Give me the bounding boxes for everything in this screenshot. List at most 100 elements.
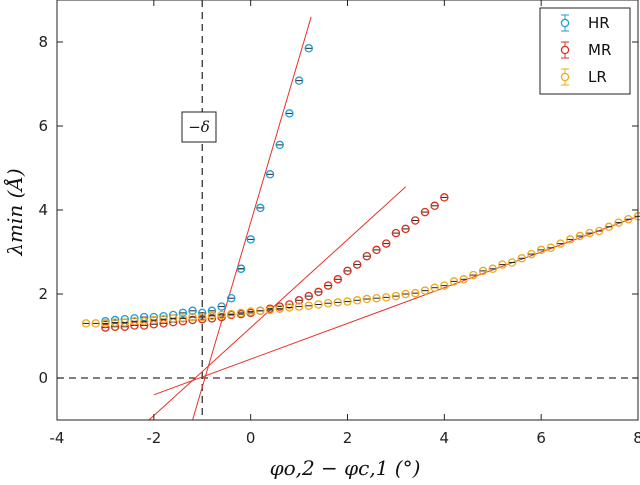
- data-point: [430, 283, 439, 292]
- data-point: [101, 319, 110, 328]
- data-point: [207, 311, 217, 321]
- data-point: [188, 306, 197, 316]
- data-point: [294, 302, 304, 311]
- data-point: [207, 314, 217, 323]
- data-point: [314, 287, 323, 297]
- legend-label: HR: [588, 14, 610, 32]
- data-point: [333, 298, 343, 307]
- data-point: [139, 317, 149, 326]
- data-point: [411, 216, 420, 225]
- data-point: [275, 140, 284, 150]
- data-point: [91, 319, 100, 328]
- data-point: [188, 315, 197, 325]
- data-point: [294, 296, 304, 305]
- data-point: [333, 275, 343, 284]
- legend-frame: [539, 7, 631, 95]
- data-point: [401, 289, 410, 299]
- data-point: [227, 309, 236, 319]
- data-point: [101, 323, 110, 332]
- data-point: [197, 308, 207, 318]
- legend-entry-hr: HR: [560, 14, 610, 32]
- data-point: [217, 302, 226, 311]
- x-tick-label: 4: [440, 429, 450, 447]
- tick-labels: -4 -2 0 2 4 6 8 0 2 4 6 8: [38, 33, 640, 447]
- data-point: [178, 317, 188, 326]
- data-point: [246, 235, 255, 244]
- data-point: [595, 226, 604, 236]
- data-point: [323, 281, 333, 290]
- y-axis-label: λmin (Å): [2, 168, 27, 256]
- data-point: [372, 245, 381, 255]
- data-point: [362, 251, 372, 261]
- data-point: [507, 258, 517, 267]
- data-point: [478, 266, 488, 276]
- data-point: [285, 300, 294, 309]
- data-point: [565, 235, 575, 244]
- legend-label: LR: [588, 68, 607, 86]
- x-tick-label: 2: [343, 429, 353, 447]
- data-point: [585, 228, 594, 238]
- data-point: [139, 312, 149, 322]
- data-point: [110, 318, 120, 327]
- data-point: [139, 321, 149, 330]
- data-point: [420, 207, 430, 217]
- data-point: [149, 315, 159, 325]
- data-point: [391, 228, 401, 238]
- data-point: [168, 314, 178, 323]
- data-point: [469, 270, 478, 280]
- data-point: [236, 308, 246, 318]
- data-point: [265, 305, 275, 315]
- data-point: [130, 321, 139, 330]
- data-point: [381, 293, 391, 302]
- series-mr: [101, 193, 449, 332]
- y-tick-label: 0: [38, 369, 48, 387]
- x-tick-label: 6: [536, 429, 546, 447]
- data-point: [381, 239, 391, 248]
- data-point: [517, 254, 527, 263]
- data-point: [430, 201, 439, 211]
- data-point: [256, 203, 265, 213]
- data-point: [459, 275, 468, 284]
- data-point: [352, 296, 362, 305]
- legend: HR MR LR: [539, 7, 631, 95]
- data-point: [149, 319, 159, 329]
- y-tick-label: 6: [38, 117, 48, 135]
- data-point: [498, 260, 507, 269]
- data-point: [391, 291, 401, 301]
- data-point: [304, 301, 314, 311]
- data-point: [556, 239, 565, 248]
- data-point: [546, 243, 556, 253]
- data-point: [352, 260, 362, 269]
- x-tick-label: 0: [246, 429, 256, 447]
- data-point: [294, 76, 304, 85]
- x-axis-label: φo,2 − φc,1 (°): [270, 456, 421, 480]
- data-point: [527, 249, 536, 259]
- annotation-label: −δ: [188, 118, 210, 136]
- data-point: [372, 293, 381, 303]
- data-point: [188, 312, 197, 322]
- data-point: [362, 294, 372, 304]
- data-point: [488, 264, 497, 274]
- data-point: [440, 281, 449, 290]
- data-point: [120, 322, 130, 332]
- data-point: [536, 245, 546, 255]
- reference-lines: [57, 0, 638, 420]
- data-point: [343, 266, 352, 276]
- data-point: [275, 304, 284, 313]
- data-point: [343, 297, 352, 306]
- data-point: [614, 218, 623, 227]
- legend-marker: [560, 45, 570, 55]
- legend-label: MR: [588, 41, 611, 59]
- data-point: [159, 314, 168, 324]
- data-point: [110, 322, 120, 332]
- data-point: [178, 308, 188, 318]
- data-point: [285, 109, 294, 118]
- data-point: [236, 264, 246, 274]
- data-point: [120, 318, 130, 327]
- legend-entry-mr: MR: [560, 41, 611, 59]
- y-tick-label: 4: [38, 201, 48, 219]
- x-tick-label: -4: [50, 429, 65, 447]
- data-point: [304, 291, 314, 301]
- data-point: [420, 286, 430, 295]
